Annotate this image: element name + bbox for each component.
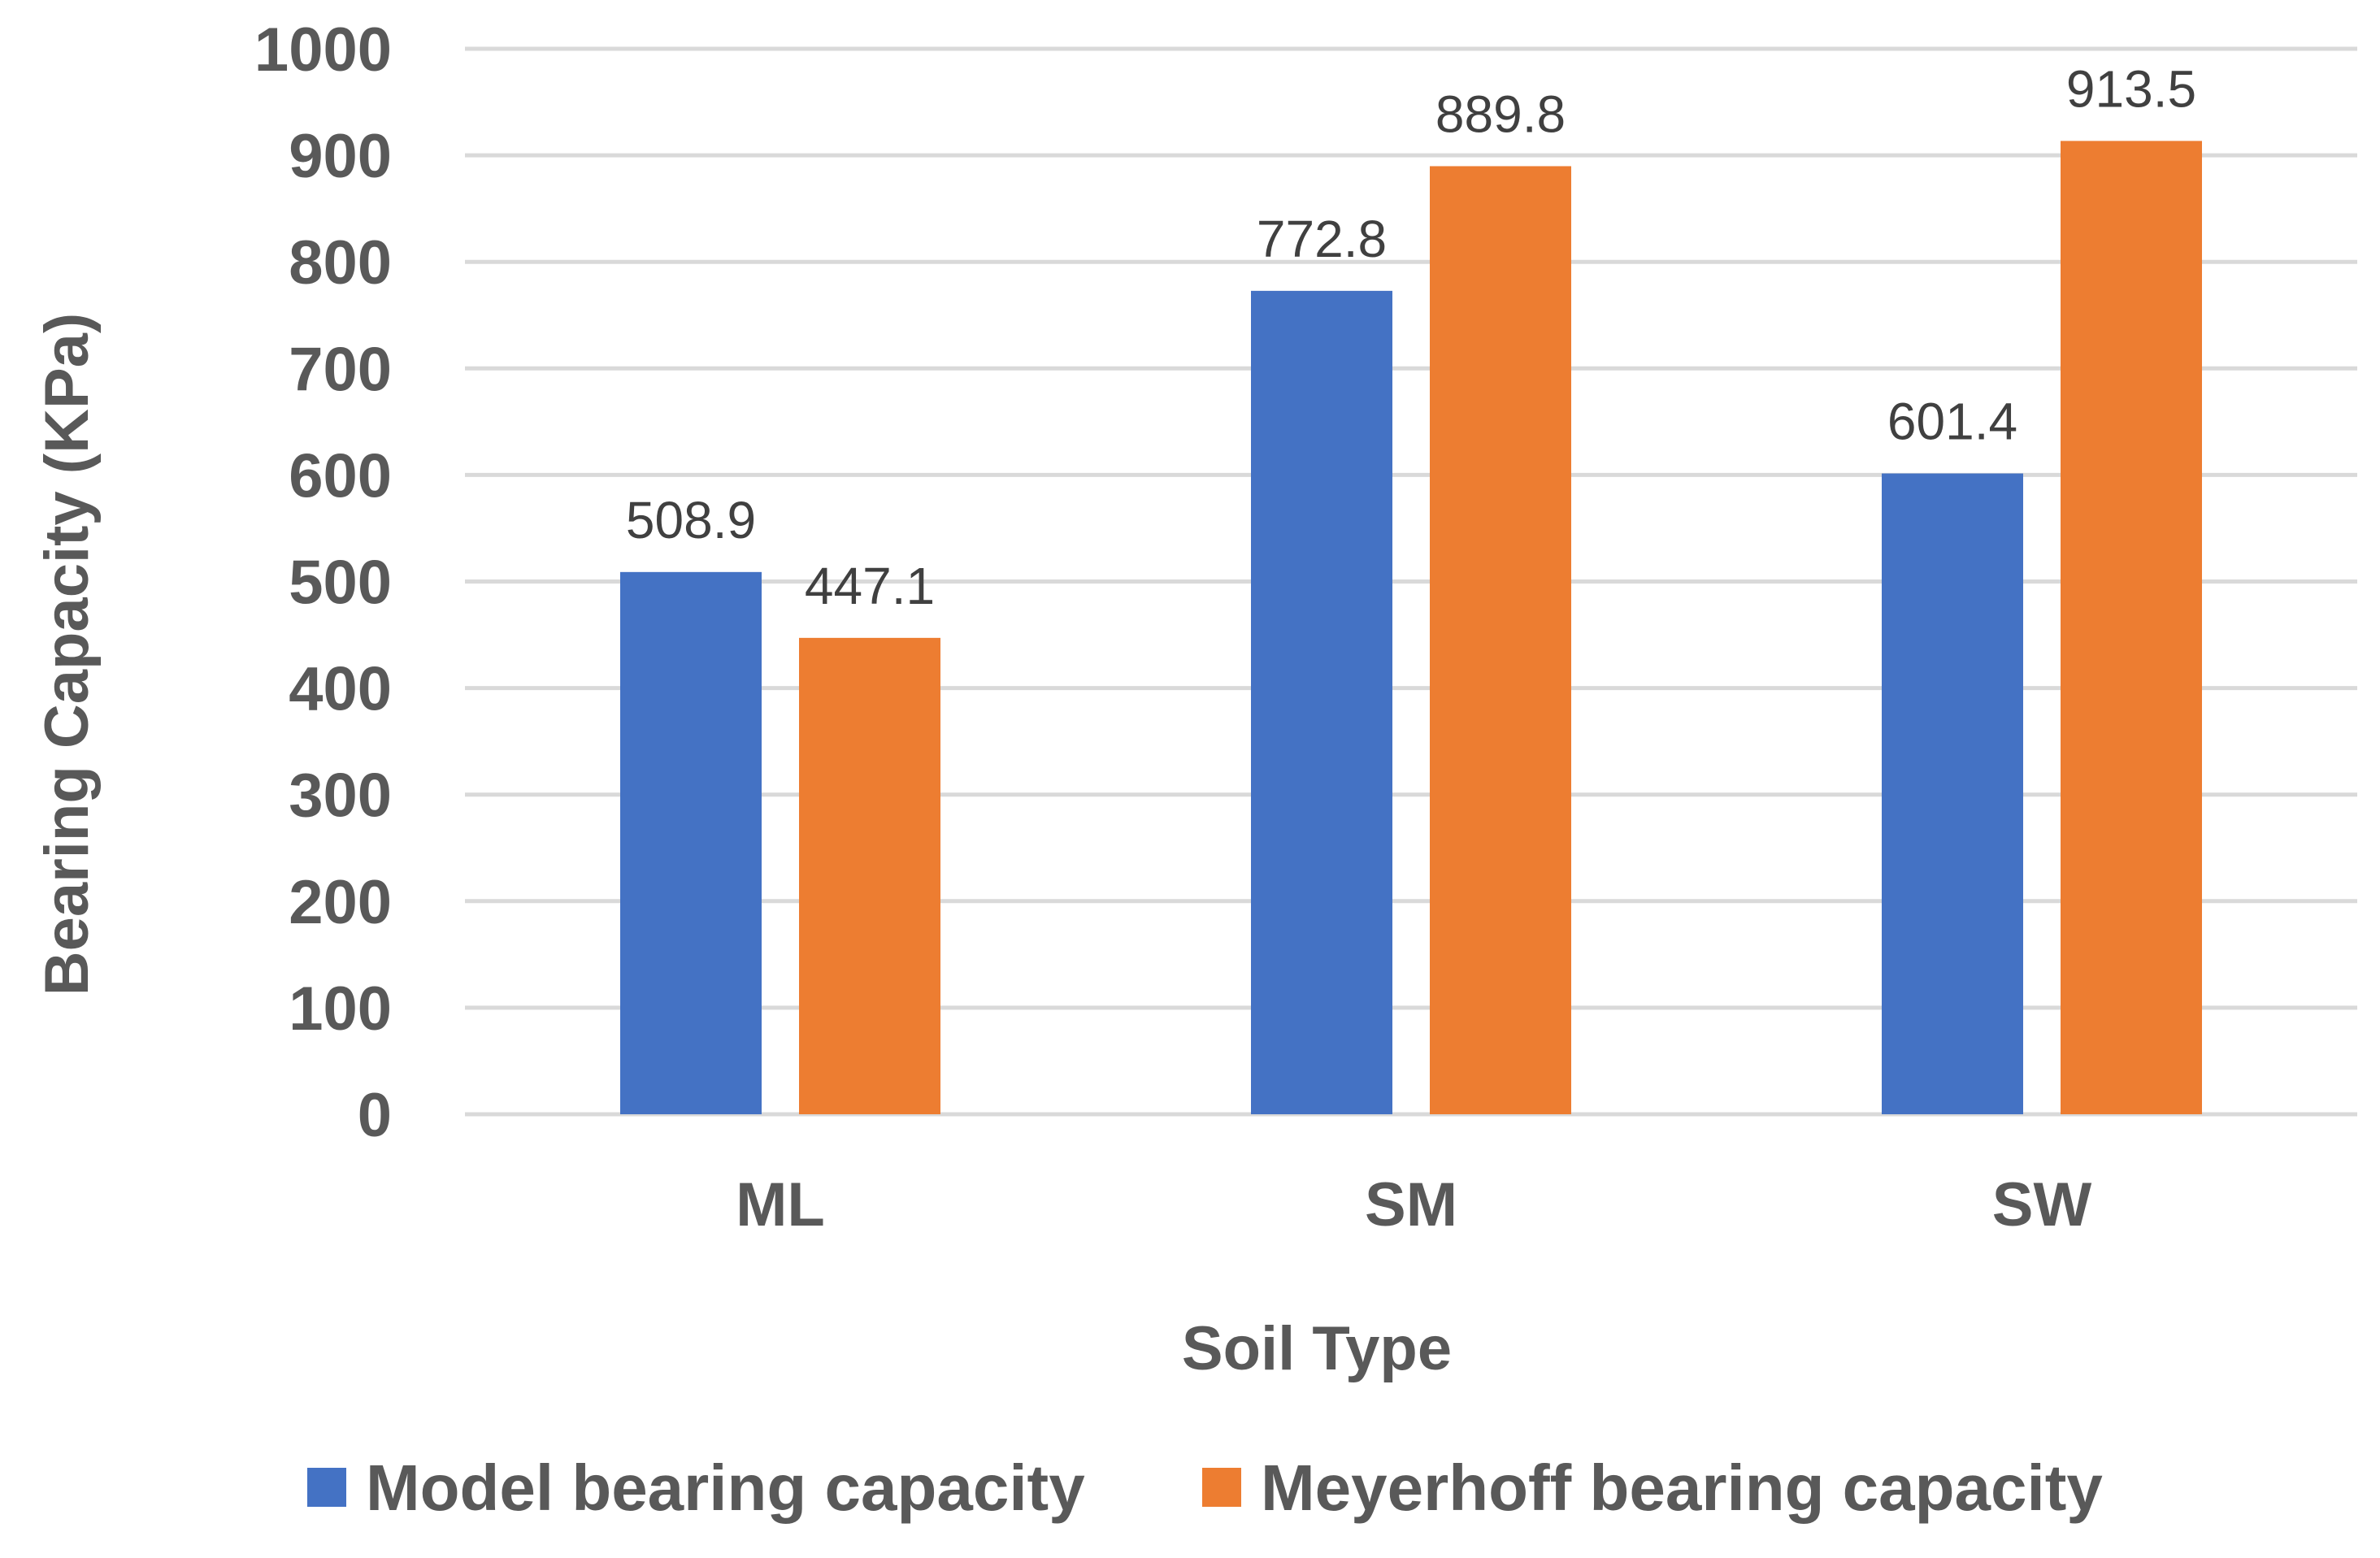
x-axis-ticks: ML SM SW <box>736 1170 2091 1239</box>
y-axis-title: Bearing Capacity (KPa) <box>33 313 102 996</box>
data-labels: 508.9 447.1 772.8 889.8 601.4 913.5 <box>626 59 2196 614</box>
y-axis-ticks: 0 100 200 300 400 500 600 700 800 900 1000 <box>254 15 392 1150</box>
data-label: 772.8 <box>1257 210 1387 268</box>
bar-sm-series-0 <box>1251 290 1392 1114</box>
legend: Model bearing capacity Meyerhoff bearing… <box>307 1452 2103 1524</box>
x-tick-label: SM <box>1365 1170 1457 1239</box>
legend-swatch-model <box>307 1468 346 1507</box>
y-tick-label: 400 <box>289 655 392 724</box>
y-tick-label: 200 <box>289 868 392 937</box>
legend-label-meyerhoff: Meyerhoff bearing capacity <box>1261 1452 2103 1524</box>
x-tick-label: ML <box>736 1170 825 1239</box>
y-tick-label: 1000 <box>254 15 392 85</box>
y-tick-label: 600 <box>289 441 392 510</box>
bar-sw-series-1 <box>2061 141 2202 1115</box>
data-label: 913.5 <box>2066 59 2196 118</box>
y-tick-label: 0 <box>358 1081 392 1150</box>
legend-swatch-meyerhoff <box>1202 1468 1241 1507</box>
legend-label-model: Model bearing capacity <box>366 1452 1085 1524</box>
y-tick-label: 100 <box>289 974 392 1044</box>
bar-ml-series-0 <box>620 571 762 1114</box>
data-label: 447.1 <box>805 557 935 615</box>
y-tick-label: 500 <box>289 549 392 618</box>
y-tick-label: 800 <box>289 228 392 297</box>
gridlines <box>465 46 2357 1117</box>
y-tick-label: 300 <box>289 762 392 831</box>
bars <box>620 141 2202 1115</box>
y-tick-label: 900 <box>289 122 392 191</box>
x-axis-title: Soil Type <box>1182 1314 1452 1383</box>
x-tick-label: SW <box>1992 1170 2092 1239</box>
bar-sw-series-0 <box>1882 473 2023 1114</box>
y-tick-label: 700 <box>289 335 392 404</box>
bar-sm-series-1 <box>1430 166 1571 1115</box>
data-label: 601.4 <box>1887 393 2017 451</box>
bar-ml-series-1 <box>799 637 940 1114</box>
data-label: 508.9 <box>626 491 756 549</box>
data-label: 889.8 <box>1435 85 1566 143</box>
